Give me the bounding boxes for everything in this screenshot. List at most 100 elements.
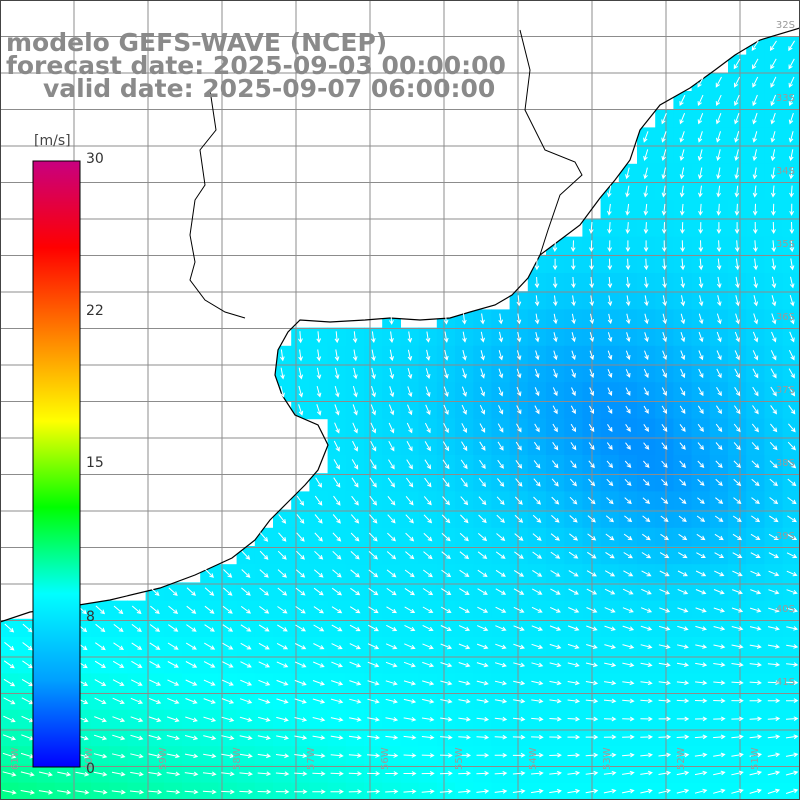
wind-arrow [789, 276, 795, 289]
wind-arrow [788, 349, 795, 361]
wind-arrow [676, 698, 690, 704]
latitude-labels: 32S 33S 34S 35S 36S 37S 38S 39S 40S 41S [776, 20, 795, 688]
wind-arrow [4, 623, 15, 633]
wind-arrow [770, 149, 776, 162]
wind-arrow [640, 698, 653, 704]
wind-arrow [148, 753, 162, 759]
wind-arrow [477, 533, 488, 542]
wind-arrow [369, 459, 377, 470]
wind-arrow [38, 789, 54, 795]
wind-arrow [588, 222, 594, 234]
wind-arrow [567, 680, 580, 686]
wind-arrow [569, 515, 578, 523]
wind-arrow [752, 185, 758, 198]
wind-arrow [352, 440, 358, 452]
wind-arrow [567, 752, 581, 758]
wind-arrow [148, 789, 163, 795]
wind-arrow [185, 661, 198, 668]
wind-arrow [713, 752, 726, 758]
wind-arrow [786, 607, 799, 613]
wind-arrow [697, 442, 705, 451]
wind-arrow [533, 496, 542, 505]
wind-arrow [257, 789, 272, 795]
wind-arrow [589, 369, 595, 378]
wind-arrow [785, 680, 799, 685]
wind-arrow [676, 788, 690, 794]
wind-arrow [694, 734, 708, 740]
wind-arrow [367, 717, 380, 722]
wind-arrow [258, 698, 271, 704]
wind-arrow [715, 94, 722, 107]
wind-arrow [585, 680, 599, 686]
wind-arrow [480, 386, 485, 397]
coastline [0, 27, 800, 623]
wind-arrow [713, 607, 725, 613]
wind-arrow [258, 624, 270, 632]
wind-arrow [479, 459, 486, 469]
wind-arrow [204, 587, 215, 596]
wind-arrow [643, 258, 649, 271]
wind-arrow [717, 295, 722, 307]
wind-arrow [640, 752, 653, 758]
wind-arrow [533, 478, 541, 487]
wind-arrow [314, 532, 323, 542]
longitude-label: 61W [10, 747, 21, 770]
wind-arrow [588, 442, 595, 451]
wind-arrow [567, 698, 581, 704]
wind-arrow [623, 570, 634, 577]
wind-arrow [241, 587, 251, 596]
wind-arrow [788, 94, 795, 107]
wind-arrow [660, 533, 669, 541]
wind-arrow [789, 331, 795, 343]
wind-arrow [623, 552, 633, 559]
wind-arrow [150, 605, 160, 614]
wind-arrow [753, 295, 759, 307]
wind-arrow [148, 771, 163, 777]
wind-arrow [406, 459, 413, 470]
wind-arrow [404, 606, 416, 614]
wind-arrow [439, 771, 453, 776]
valid-date: valid date: 2025-09-07 06:00:00 [43, 74, 496, 103]
wind-arrow [734, 222, 740, 234]
wind-arrow [370, 422, 377, 434]
wind-arrow [294, 698, 307, 704]
wind-arrow [460, 477, 468, 488]
wind-arrow [516, 368, 522, 379]
wind-arrow [714, 533, 724, 541]
wind-arrow [644, 332, 649, 343]
wind-arrow [679, 460, 687, 468]
wind-arrow [422, 624, 434, 631]
wind-arrow [752, 58, 759, 70]
wind-arrow [241, 550, 251, 560]
wind-arrow [167, 661, 179, 668]
wind-arrow [331, 606, 343, 614]
wind-arrow [640, 770, 653, 776]
wind-arrow [515, 460, 523, 469]
wind-arrow [424, 422, 431, 434]
wind-arrow [479, 441, 486, 451]
wind-arrow [585, 662, 599, 668]
wind-arrow [440, 662, 453, 668]
wind-arrow [296, 550, 305, 560]
wind-arrow [552, 276, 558, 289]
wind-arrow [462, 368, 467, 379]
wind-arrow [2, 789, 17, 795]
wind-arrow [734, 112, 740, 125]
wind-arrow [734, 131, 740, 143]
wind-arrow [476, 643, 489, 650]
wind-arrow [789, 294, 795, 307]
wind-arrow [786, 552, 798, 559]
wind-arrow [258, 642, 270, 650]
wind-arrow [680, 240, 685, 253]
wind-arrow [661, 460, 668, 468]
wind-arrow [549, 680, 562, 686]
wind-arrow [696, 552, 706, 558]
wind-arrow [367, 643, 380, 650]
wind-arrow [697, 131, 703, 143]
wind-arrow [644, 295, 649, 307]
wind-arrow [734, 350, 740, 361]
wind-arrow [461, 441, 468, 452]
wind-arrow [661, 479, 668, 486]
wind-arrow [75, 771, 90, 777]
wind-arrow [458, 698, 471, 704]
